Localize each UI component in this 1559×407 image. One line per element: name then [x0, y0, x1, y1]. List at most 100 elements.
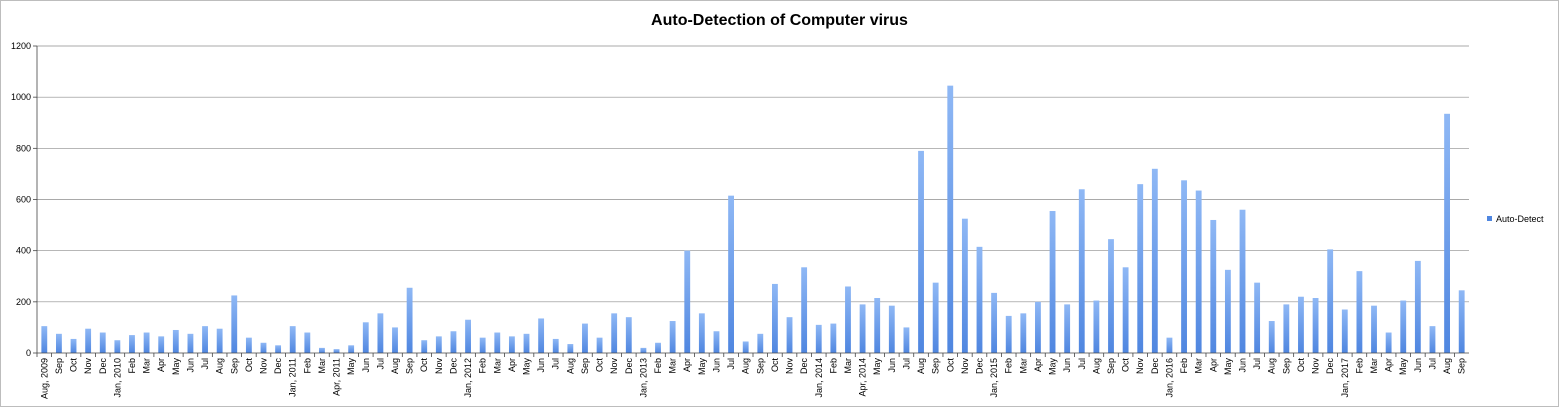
- x-tick-label: Mar: [668, 358, 678, 374]
- y-tick-label: 800: [16, 143, 31, 153]
- x-tick-label: Jul: [901, 358, 911, 370]
- bar: [1371, 305, 1377, 353]
- bar: [435, 336, 442, 353]
- x-tick-label: Feb: [478, 358, 488, 374]
- x-tick-label: May: [522, 358, 532, 376]
- bar: [991, 292, 998, 353]
- x-tick-label: Dec: [98, 358, 108, 375]
- bar: [1166, 337, 1173, 353]
- x-tick-label: Dec: [273, 358, 283, 375]
- bar: [406, 287, 413, 353]
- x-tick-label: Jun: [887, 358, 897, 373]
- x-tick-label: Jul: [375, 358, 385, 370]
- x-tick-label: Mar: [843, 358, 853, 374]
- bar: [348, 345, 355, 353]
- bar: [1005, 315, 1012, 353]
- y-tick-labels: 0 200 400 600 800 1000 1200: [11, 41, 31, 358]
- x-tick-label: Feb: [1004, 358, 1014, 374]
- x-tick-label: Aug: [1442, 358, 1452, 374]
- bar: [874, 298, 881, 353]
- bar: [801, 267, 808, 353]
- x-tick-label: Jun: [1062, 358, 1072, 373]
- bar: [1049, 211, 1056, 353]
- x-tick-label: Nov: [1311, 358, 1321, 375]
- bar: [1400, 300, 1407, 353]
- bar: [567, 344, 574, 353]
- bar: [494, 332, 501, 353]
- x-tick-label: Dec: [799, 358, 809, 375]
- x-tick-label: Apr: [1208, 358, 1218, 372]
- bar: [947, 85, 954, 354]
- bar: [1268, 321, 1275, 353]
- x-tick-label: Aug: [1267, 358, 1277, 374]
- y-tick-label: 1200: [11, 41, 31, 51]
- legend-label: Auto-Detect: [1496, 214, 1544, 224]
- bars: [41, 85, 1465, 354]
- bar: [450, 331, 457, 353]
- bar: [1078, 189, 1085, 353]
- x-tick-label: Feb: [127, 358, 137, 374]
- bar: [1414, 260, 1421, 353]
- x-tick-label: Mar: [1018, 358, 1028, 374]
- bar: [596, 337, 603, 353]
- bar: [713, 331, 720, 353]
- x-tick-label: Oct: [595, 358, 605, 373]
- bar: [772, 283, 778, 353]
- x-tick-label: Jan, 2012: [463, 358, 473, 398]
- x-tick-label: Oct: [244, 358, 254, 373]
- bar: [830, 323, 837, 353]
- bar: [1356, 271, 1363, 353]
- bar: [421, 340, 428, 353]
- x-tick-label: Jun: [185, 358, 195, 373]
- bar: [114, 340, 121, 353]
- y-tick-label: 0: [26, 348, 31, 358]
- bar: [70, 338, 77, 353]
- bar: [129, 335, 135, 353]
- bar: [333, 349, 340, 353]
- x-tick-label: Aug: [390, 358, 400, 374]
- x-tick-label: Jun: [1238, 358, 1248, 373]
- y-tick-label: 600: [16, 195, 31, 205]
- x-tick-label: Jul: [1077, 358, 1087, 370]
- x-tick-label: Aug: [565, 358, 575, 374]
- x-tick-label: Feb: [828, 358, 838, 374]
- x-tick-label: Aug: [916, 358, 926, 374]
- bar: [1020, 313, 1027, 353]
- bar: [728, 195, 734, 353]
- bar: [187, 333, 194, 353]
- x-tick-label: Nov: [960, 358, 970, 375]
- x-tick-label: Oct: [945, 358, 955, 373]
- bar: [158, 336, 165, 353]
- bar: [508, 336, 515, 353]
- x-tick-label: Jun: [711, 358, 721, 373]
- bar: [918, 150, 924, 353]
- bar: [815, 324, 822, 353]
- legend-swatch: [1487, 216, 1492, 221]
- bar: [216, 328, 223, 353]
- bar: [786, 317, 793, 353]
- x-tick-label: Nov: [1135, 358, 1145, 375]
- bar: [757, 333, 764, 353]
- x-tick-label: Sep: [1457, 358, 1467, 374]
- bar: [99, 332, 106, 353]
- x-tick-label: Dec: [1325, 358, 1335, 375]
- bar: [1312, 298, 1319, 353]
- x-tick-label: Aug: [741, 358, 751, 374]
- bar: [143, 332, 150, 353]
- bar: [304, 332, 311, 353]
- bar: [625, 317, 632, 353]
- bar: [1327, 249, 1334, 353]
- bar: [1458, 290, 1465, 353]
- bar: [1283, 304, 1290, 353]
- bar: [1181, 180, 1187, 353]
- x-tick-label: Feb: [1354, 358, 1364, 374]
- x-tick-label: Dec: [448, 358, 458, 375]
- bar: [1108, 239, 1114, 353]
- x-tick-label: Apr: [1033, 358, 1043, 372]
- bar: [56, 333, 62, 353]
- x-tick-label: May: [872, 358, 882, 376]
- bar: [289, 326, 296, 353]
- y-tick-label: 200: [16, 297, 31, 307]
- x-tick-label: Sep: [54, 358, 64, 374]
